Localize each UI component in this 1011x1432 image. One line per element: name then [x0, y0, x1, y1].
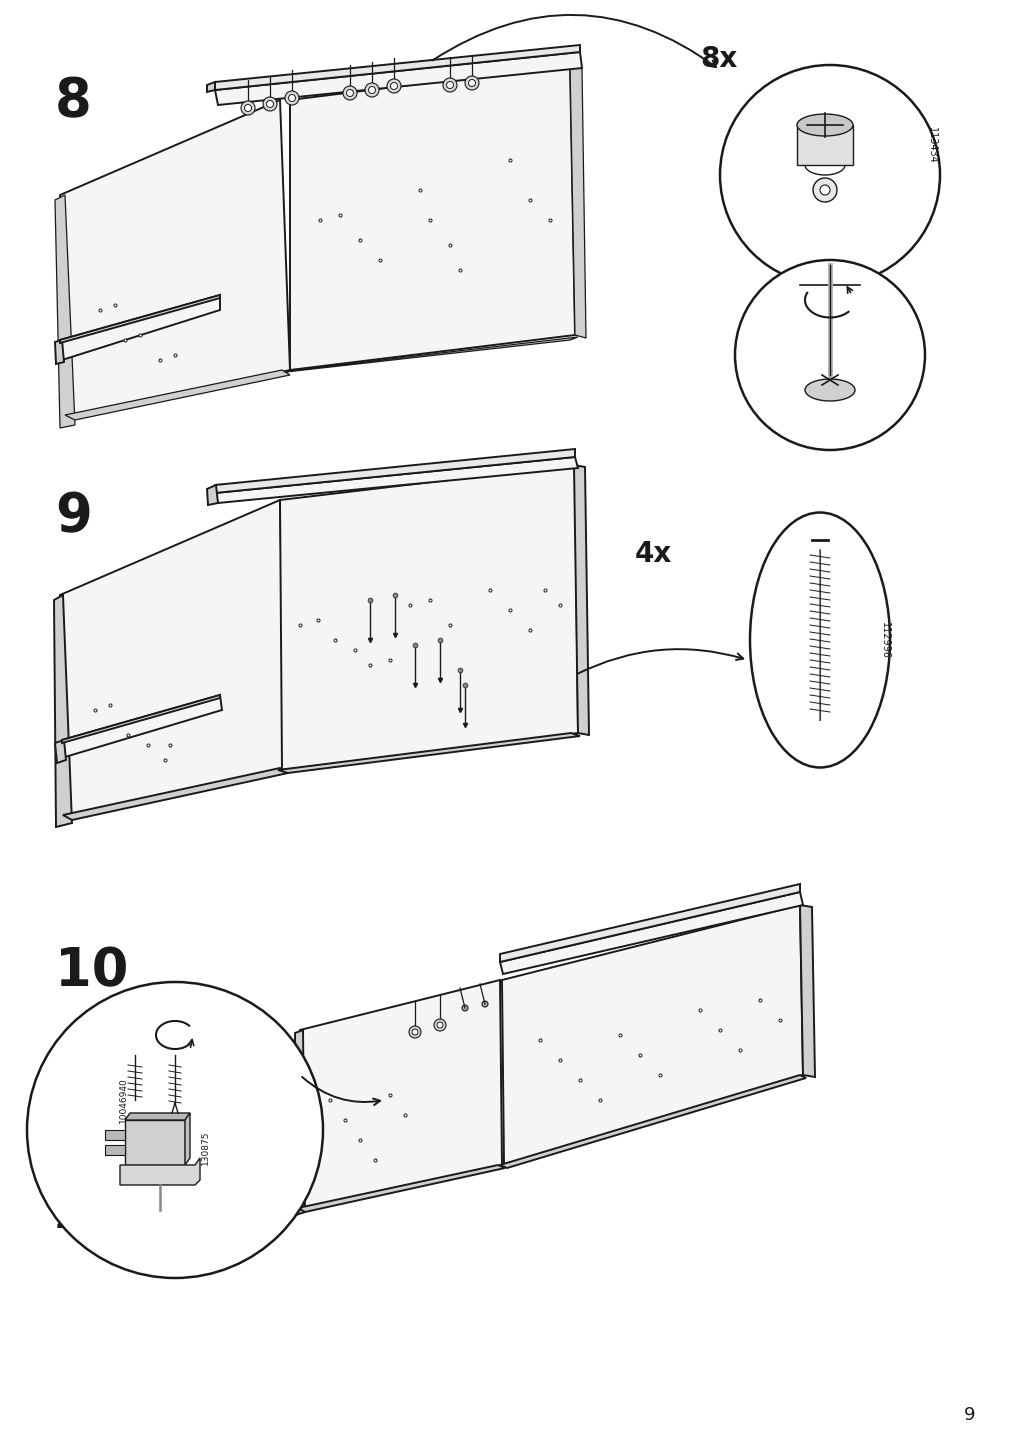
- Polygon shape: [60, 295, 219, 359]
- Circle shape: [411, 1030, 418, 1035]
- Circle shape: [434, 1020, 446, 1031]
- Circle shape: [386, 79, 400, 93]
- Polygon shape: [297, 1166, 504, 1211]
- Circle shape: [266, 100, 273, 107]
- FancyArrowPatch shape: [301, 1077, 380, 1106]
- Text: 9: 9: [55, 490, 92, 541]
- Text: 113434: 113434: [926, 126, 936, 163]
- FancyArrowPatch shape: [577, 649, 742, 674]
- Polygon shape: [569, 64, 585, 338]
- Circle shape: [437, 1022, 443, 1028]
- Polygon shape: [290, 64, 574, 369]
- Polygon shape: [60, 100, 290, 420]
- Circle shape: [263, 97, 277, 112]
- Polygon shape: [125, 1120, 185, 1166]
- Polygon shape: [65, 369, 290, 420]
- Polygon shape: [207, 82, 214, 92]
- Polygon shape: [499, 1075, 805, 1169]
- Polygon shape: [214, 450, 574, 493]
- Ellipse shape: [797, 115, 852, 136]
- Polygon shape: [60, 500, 285, 821]
- Circle shape: [719, 64, 939, 285]
- Text: 8: 8: [55, 74, 92, 127]
- Polygon shape: [214, 52, 581, 105]
- Polygon shape: [185, 1113, 190, 1166]
- Circle shape: [346, 89, 353, 96]
- Polygon shape: [120, 1158, 200, 1186]
- Circle shape: [819, 185, 829, 195]
- Text: 112996: 112996: [880, 621, 889, 659]
- Circle shape: [27, 982, 323, 1277]
- Polygon shape: [299, 979, 501, 1209]
- Polygon shape: [60, 295, 219, 344]
- Circle shape: [245, 105, 252, 112]
- Polygon shape: [280, 465, 577, 770]
- Text: 2x: 2x: [55, 1204, 96, 1234]
- Circle shape: [241, 102, 255, 115]
- Circle shape: [481, 1001, 487, 1007]
- Text: 130875: 130875: [200, 1131, 209, 1166]
- Polygon shape: [55, 740, 66, 763]
- Circle shape: [468, 80, 475, 86]
- Polygon shape: [286, 337, 577, 372]
- Polygon shape: [207, 485, 217, 505]
- Circle shape: [285, 92, 298, 105]
- Text: 8x: 8x: [700, 44, 737, 73]
- Circle shape: [734, 261, 924, 450]
- Polygon shape: [55, 195, 75, 428]
- Text: 9: 9: [963, 1406, 975, 1423]
- Circle shape: [462, 1005, 467, 1011]
- Circle shape: [168, 1048, 182, 1063]
- Circle shape: [368, 86, 375, 93]
- Polygon shape: [55, 339, 64, 364]
- Polygon shape: [62, 695, 219, 743]
- Circle shape: [390, 83, 397, 89]
- Circle shape: [813, 729, 825, 740]
- Polygon shape: [63, 768, 288, 821]
- Polygon shape: [501, 905, 802, 1166]
- Circle shape: [408, 1025, 421, 1038]
- Polygon shape: [499, 884, 800, 962]
- Circle shape: [126, 1047, 143, 1063]
- Text: 10046940: 10046940: [118, 1077, 127, 1123]
- FancyArrowPatch shape: [432, 14, 716, 67]
- Polygon shape: [278, 733, 579, 773]
- Polygon shape: [573, 465, 588, 735]
- Ellipse shape: [749, 513, 889, 768]
- Circle shape: [446, 82, 453, 89]
- Circle shape: [443, 77, 457, 92]
- Circle shape: [809, 530, 829, 550]
- Text: 4x: 4x: [634, 540, 671, 569]
- Polygon shape: [62, 695, 221, 758]
- Circle shape: [464, 76, 478, 90]
- Text: 10: 10: [55, 945, 128, 997]
- Polygon shape: [797, 125, 852, 165]
- Circle shape: [365, 83, 379, 97]
- Circle shape: [812, 178, 836, 202]
- Circle shape: [288, 95, 295, 102]
- Polygon shape: [214, 44, 579, 90]
- Polygon shape: [105, 1146, 125, 1156]
- Polygon shape: [499, 892, 802, 974]
- Polygon shape: [105, 1130, 125, 1140]
- Ellipse shape: [804, 379, 854, 401]
- Circle shape: [155, 1204, 165, 1214]
- Polygon shape: [800, 905, 814, 1077]
- Polygon shape: [295, 1030, 304, 1214]
- Circle shape: [156, 1171, 164, 1179]
- Circle shape: [343, 86, 357, 100]
- Polygon shape: [54, 596, 72, 828]
- Circle shape: [150, 1166, 170, 1186]
- Polygon shape: [214, 457, 577, 503]
- Polygon shape: [125, 1113, 190, 1120]
